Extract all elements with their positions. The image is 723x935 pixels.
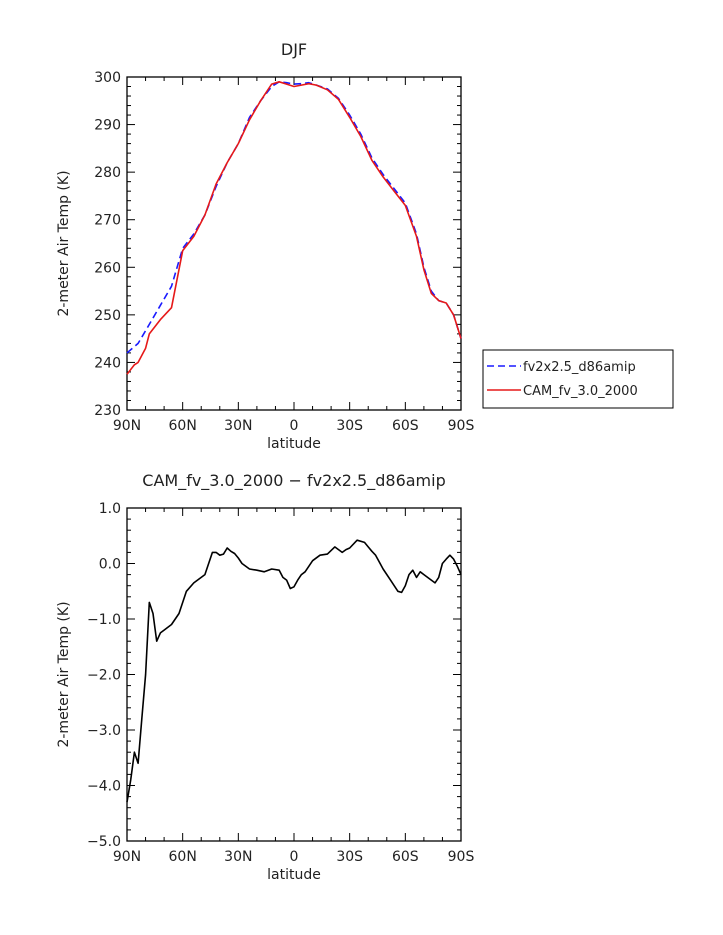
y-tick-label: −4.0	[87, 779, 121, 795]
y-tick-label: 280	[94, 165, 121, 181]
x-tick-label: 60N	[169, 418, 197, 434]
x-tick-label: 30N	[224, 418, 252, 434]
y-tick-label: 300	[94, 70, 121, 86]
y-tick-label: 290	[94, 118, 121, 134]
y-tick-label: 1.0	[99, 501, 121, 517]
top-panel: DJF 90N 60N 30N 0 30S 60S 90S 230 240 250 260 270 280…	[56, 40, 674, 452]
y-tick-label: 270	[94, 213, 121, 229]
x-tick-label: 30S	[336, 418, 363, 434]
y-tick-label: −3.0	[87, 723, 121, 739]
x-tick-label: 90S	[448, 849, 475, 865]
x-tick-label: 60S	[392, 849, 419, 865]
y-tick-label: 240	[94, 355, 121, 371]
y-tick-label: 250	[94, 308, 121, 324]
x-tick-label: 30S	[336, 849, 363, 865]
x-tick-label: 0	[290, 418, 299, 434]
x-tick-label: 60S	[392, 418, 419, 434]
y-tick-label: −5.0	[87, 834, 121, 850]
x-tick-label: 90N	[113, 849, 141, 865]
y-tick-label: 0.0	[99, 557, 121, 573]
x-tick-label: 90S	[448, 418, 475, 434]
y-tick-label: 260	[94, 260, 121, 276]
plot-frame	[126, 76, 462, 411]
chart-title: DJF	[281, 40, 307, 59]
plot-frame	[126, 507, 462, 842]
y-tick-label: −2.0	[87, 668, 121, 684]
x-axis-label: latitude	[267, 436, 321, 452]
bottom-panel: CAM_fv_3.0_2000 − fv2x2.5_d86amip 90N 60N 3…	[56, 471, 474, 883]
x-tick-label: 30N	[224, 849, 252, 865]
x-axis-label: latitude	[267, 867, 321, 883]
x-tick-label: 90N	[113, 418, 141, 434]
chart-title: CAM_fv_3.0_2000 − fv2x2.5_d86amip	[142, 471, 445, 491]
y-tick-label: 230	[94, 403, 121, 419]
legend-label: fv2x2.5_d86amip	[523, 360, 636, 375]
y-tick-label: −1.0	[87, 612, 121, 628]
series-line-cam-fv-3-0-2000	[126, 81, 462, 375]
y-axis-label: 2-meter Air Temp (K)	[56, 170, 72, 316]
series-line-difference	[126, 539, 462, 803]
series-line-fv2x2-5-d86amip	[126, 81, 462, 354]
y-axis-label: 2-meter Air Temp (K)	[56, 601, 72, 747]
legend: fv2x2.5_d86amip CAM_fv_3.0_2000	[482, 349, 674, 409]
legend-box	[482, 349, 674, 409]
x-tick-label: 0	[290, 849, 299, 865]
x-tick-label: 60N	[169, 849, 197, 865]
legend-label: CAM_fv_3.0_2000	[523, 384, 638, 399]
